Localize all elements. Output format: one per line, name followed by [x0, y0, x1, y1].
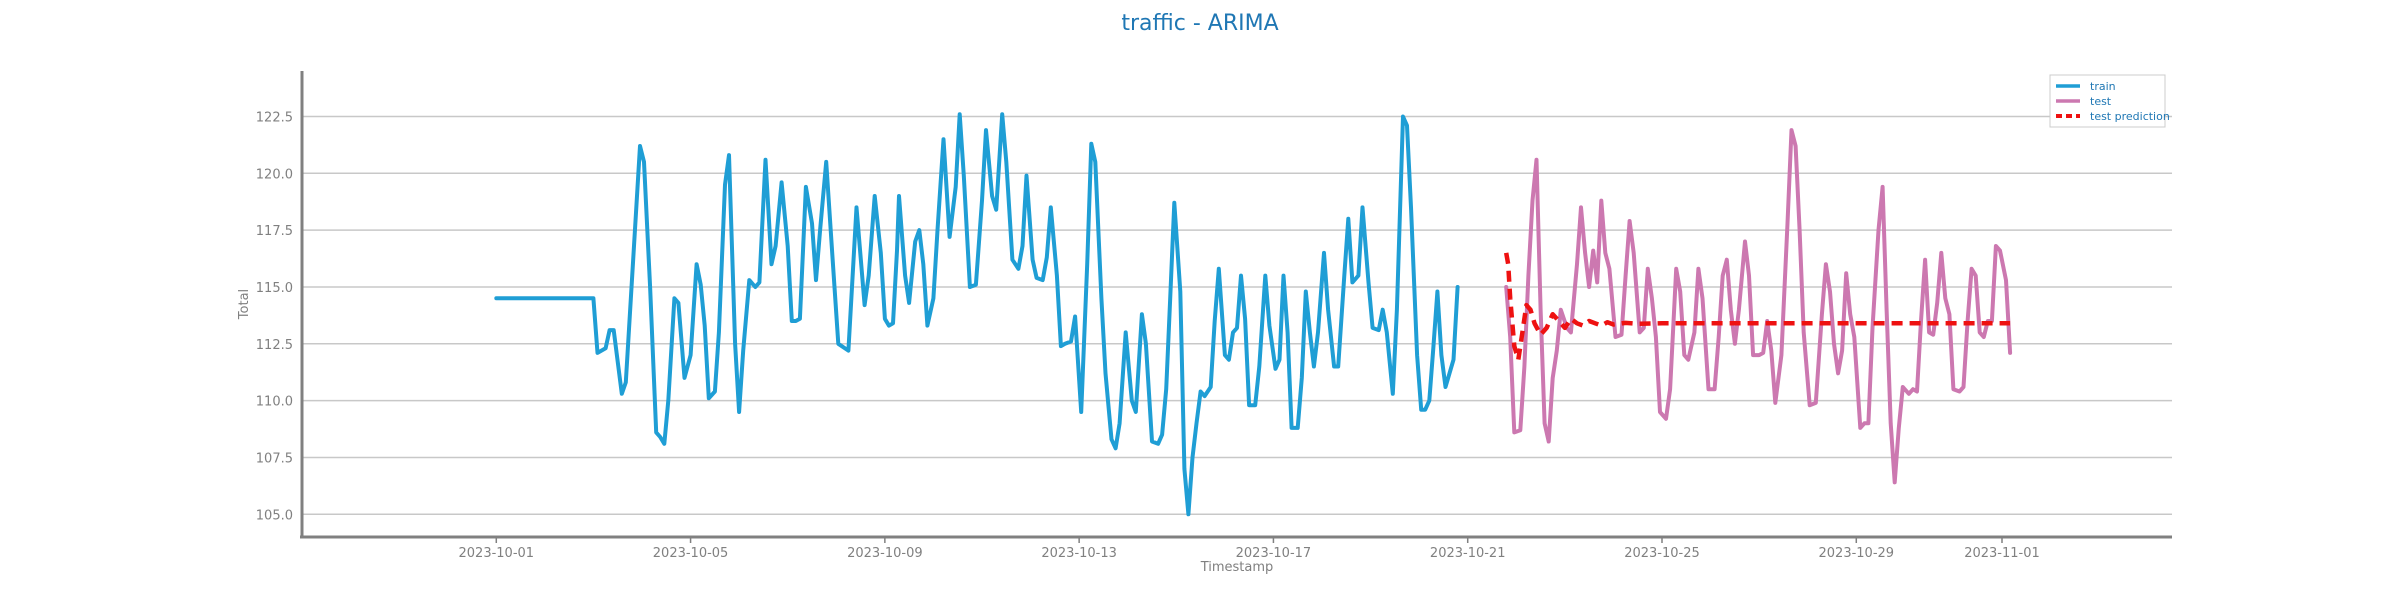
x-tick-label: 2023-10-05 — [653, 546, 729, 561]
x-tick-label: 2023-10-01 — [459, 546, 535, 561]
x-tick-label: 2023-10-13 — [1041, 546, 1117, 561]
legend-items: train test test prediction — [2056, 80, 2170, 123]
x-tick-label: 2023-10-25 — [1624, 546, 1700, 561]
x-axis-label: Timestamp — [1200, 560, 1274, 575]
x-tick-label: 2023-10-17 — [1236, 546, 1312, 561]
y-tick-label: 122.5 — [256, 110, 293, 125]
legend-label: test prediction — [2090, 110, 2170, 123]
legend-label: test — [2090, 95, 2112, 108]
legend: train test test prediction — [2049, 74, 2170, 128]
y-tick-label: 107.5 — [256, 451, 293, 466]
x-tick-label: 2023-10-29 — [1819, 546, 1895, 561]
y-tick-label: 105.0 — [256, 508, 293, 523]
series-layer — [494, 112, 2013, 517]
y-tick-labels: 105.0 107.5 110.0 112.5 115.0 117.5 120.0 122.5 — [256, 110, 293, 523]
x-tick-label: 2023-10-21 — [1430, 546, 1506, 561]
y-tick-label: 117.5 — [256, 224, 293, 239]
x-tick-labels: 2023-10-01 2023-10-05 2023-10-09 2023-10-13… — [459, 537, 2040, 561]
y-tick-label: 120.0 — [256, 167, 293, 182]
x-tick-label: 2023-10-09 — [847, 546, 923, 561]
chart-title: traffic - ARIMA — [1121, 11, 1278, 36]
series-line-test-prediction — [1503, 252, 2011, 362]
series-line-test — [1504, 128, 2013, 485]
legend-label: train — [2090, 80, 2116, 93]
y-tick-label: 110.0 — [256, 395, 293, 410]
y-tick-label: 112.5 — [256, 338, 293, 353]
y-axis-label: Total — [237, 289, 252, 320]
x-tick-label: 2023-11-01 — [1964, 546, 2040, 561]
y-tick-label: 115.0 — [256, 281, 293, 296]
series-line-train — [494, 112, 1460, 517]
